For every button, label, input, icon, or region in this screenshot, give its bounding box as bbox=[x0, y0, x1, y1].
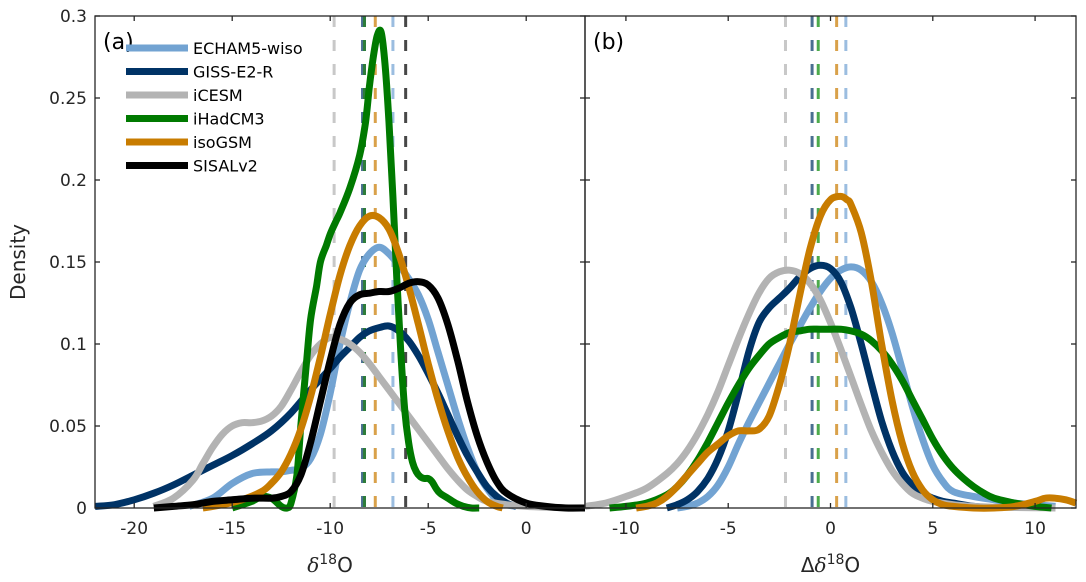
x-tick-label: -20 bbox=[120, 519, 148, 539]
density-curve-giss-e2-r bbox=[665, 261, 995, 512]
ticks-a: -20 -15 -10 -5 0 0 0.05 0.1 0.15 0.2 0.25 0.3 bbox=[49, 7, 585, 539]
legend-label: SISALv2 bbox=[193, 157, 258, 176]
legend-label: isoGSM bbox=[193, 133, 252, 152]
y-tick-label: 0.2 bbox=[60, 171, 87, 191]
y-tick-label: 0 bbox=[76, 499, 87, 519]
legend-item-ihadcm3: iHadCM3 bbox=[126, 110, 265, 129]
x-tick-label: -5 bbox=[720, 519, 737, 539]
legend-label: ECHAM5-wiso bbox=[193, 39, 303, 58]
x-tick-label: 5 bbox=[927, 519, 938, 539]
x-tick-label: -10 bbox=[316, 519, 344, 539]
density-curve-isogsm bbox=[202, 211, 504, 512]
x-axis-title-b: Δδ18O bbox=[801, 552, 860, 577]
density-curve-icesm bbox=[152, 333, 586, 512]
x-tick-label: -10 bbox=[612, 519, 640, 539]
legend-label: GISS-E2-R bbox=[193, 63, 273, 82]
legend-item-echam5-wiso: ECHAM5-wiso bbox=[126, 39, 303, 58]
density-curve-icesm bbox=[584, 266, 1056, 512]
legend-label: iCESM bbox=[193, 86, 243, 105]
density-curve-echam5-wiso bbox=[676, 263, 1056, 512]
x-tick-label: -15 bbox=[218, 519, 246, 539]
legend-item-icesm: iCESM bbox=[126, 86, 243, 105]
density-curve-ihadcm3 bbox=[609, 325, 1052, 512]
series-a bbox=[94, 26, 586, 512]
legend-item-sisalv2: SISALv2 bbox=[126, 157, 258, 176]
panel-b: -10 -5 0 5 10 (b) Δδ18O bbox=[584, 15, 1078, 577]
y-tick-label: 0.1 bbox=[60, 335, 87, 355]
legend: ECHAM5-wiso GISS-E2-R iCESM iHadCM3 isoGSM SI… bbox=[126, 39, 303, 176]
axes-frame-b bbox=[584, 15, 1077, 509]
x-tick-label: 0 bbox=[521, 519, 532, 539]
panel-a: -20 -15 -10 -5 000.050.10.150.20.250.3 (a) E… bbox=[6, 7, 586, 577]
y-tick-label: 0.3 bbox=[60, 7, 87, 27]
mean-lines-b bbox=[783, 16, 848, 508]
y-tick-label: 0.05 bbox=[49, 417, 87, 437]
x-tick-label: -5 bbox=[420, 519, 437, 539]
series-b bbox=[584, 192, 1078, 512]
y-tick-label: 0.15 bbox=[49, 253, 87, 273]
density-curve-echam5-wiso bbox=[187, 243, 518, 510]
panel-label-b: (b) bbox=[593, 30, 624, 55]
legend-label: iHadCM3 bbox=[193, 110, 265, 129]
legend-item-giss-e2-r: GISS-E2-R bbox=[126, 63, 273, 82]
x-axis-title-a: δ18O bbox=[307, 552, 353, 577]
density-curve-ihadcm3 bbox=[231, 26, 480, 512]
y-axis-title: Density bbox=[6, 224, 30, 300]
legend-item-isogsm: isoGSM bbox=[126, 133, 252, 152]
x-tick-label: 10 bbox=[1024, 519, 1046, 539]
ticks-b: -10 -5 0 5 10 bbox=[585, 15, 1076, 539]
density-curve-sisalv2 bbox=[153, 278, 586, 512]
y-tick-label: 0.25 bbox=[49, 89, 87, 109]
axes-frame-a bbox=[94, 15, 586, 509]
x-tick-label: 0 bbox=[825, 519, 836, 539]
density-curve-isogsm bbox=[635, 192, 1078, 512]
